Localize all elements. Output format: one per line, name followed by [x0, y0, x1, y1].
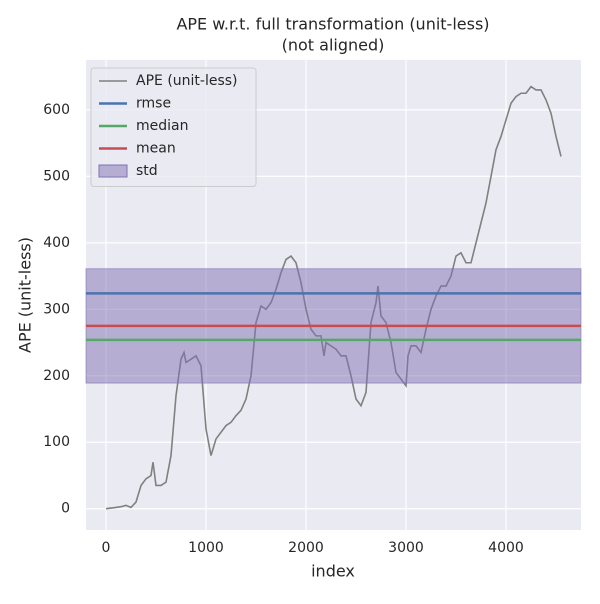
x-axis-label: index: [311, 562, 355, 581]
y-tick-label: 300: [43, 301, 70, 317]
y-tick-label: 0: [61, 501, 70, 517]
y-axis-label: APE (unit-less): [16, 237, 35, 353]
legend-label: rmse: [136, 96, 171, 112]
y-tick-label: 500: [43, 168, 70, 184]
x-tick-label: 1000: [188, 540, 224, 556]
legend-label: mean: [136, 141, 176, 157]
y-tick-label: 400: [43, 235, 70, 251]
x-tick-label: 4000: [488, 540, 524, 556]
x-tick-label: 0: [102, 540, 111, 556]
legend-label: APE (unit-less): [136, 73, 238, 89]
legend-box: [90, 67, 257, 187]
y-tick-label: 600: [43, 102, 70, 118]
legend-swatch: [98, 164, 128, 178]
chart-title: APE w.r.t. full transformation (unit-les…: [176, 15, 489, 34]
y-tick-label: 200: [43, 368, 70, 384]
chart-subtitle: (not aligned): [282, 36, 385, 55]
x-tick-label: 3000: [388, 540, 424, 556]
legend-label: std: [136, 163, 158, 179]
x-tick-label: 2000: [288, 540, 324, 556]
legend-label: median: [136, 118, 188, 134]
y-tick-label: 100: [43, 434, 70, 450]
